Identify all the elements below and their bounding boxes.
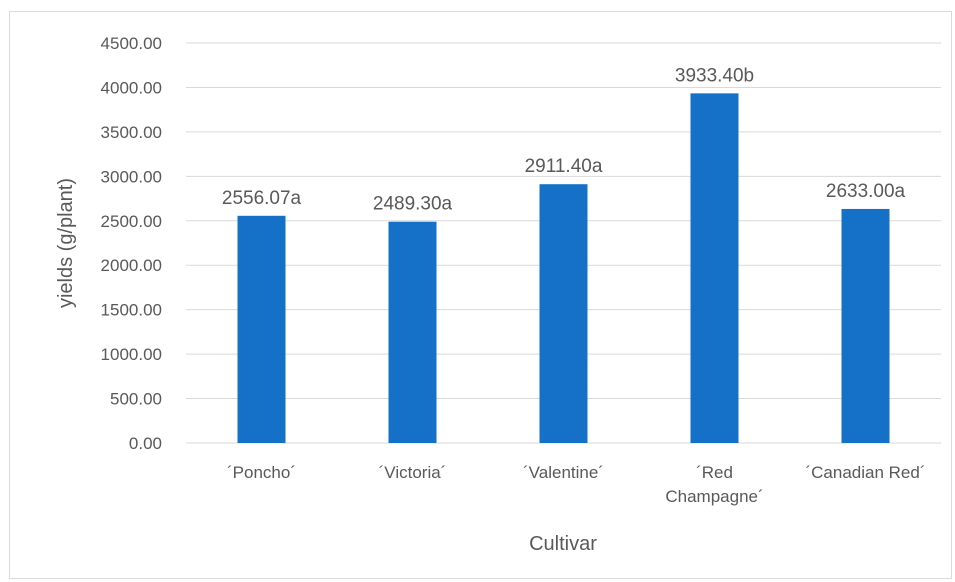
data-label: 3933.40b bbox=[675, 65, 754, 86]
x-tick-label: ´Red Champagne´ bbox=[665, 463, 763, 506]
data-label: 2489.30a bbox=[373, 194, 453, 215]
bar bbox=[388, 221, 437, 443]
y-tick-label: 2500.00 bbox=[101, 212, 162, 231]
bar bbox=[690, 93, 739, 443]
x-tick-label: ´Canadian Red´ bbox=[805, 463, 925, 482]
y-tick-label: 3000.00 bbox=[101, 167, 162, 186]
data-label: 2556.07a bbox=[222, 188, 302, 209]
bars bbox=[237, 93, 890, 443]
x-tick-label: ´Victoria´ bbox=[379, 463, 447, 482]
y-tick-label: 1500.00 bbox=[101, 301, 162, 320]
x-tick-label: ´Poncho´ bbox=[227, 463, 296, 482]
y-axis-ticks: 0.00 500.00 1000.00 1500.00 2000.00 2500.00 30… bbox=[101, 34, 162, 453]
y-tick-label: 1000.00 bbox=[101, 345, 162, 364]
bar bbox=[539, 184, 588, 443]
x-axis-title: Cultivar bbox=[529, 533, 597, 555]
y-tick-label: 4500.00 bbox=[101, 34, 162, 53]
y-tick-label: 2000.00 bbox=[101, 256, 162, 275]
y-tick-label: 3500.00 bbox=[101, 123, 162, 142]
chart-frame bbox=[9, 11, 952, 579]
data-labels: 2556.07a 2489.30a 2911.40a 3933.40b 2633.00a bbox=[222, 65, 906, 214]
data-label: 2633.00a bbox=[826, 181, 906, 202]
y-tick-label: 4000.00 bbox=[101, 78, 162, 97]
x-tick-label: ´Valentine´ bbox=[523, 463, 604, 482]
x-axis-ticks: ´Poncho´ ´Victoria´ ´Valentine´ ´Red Champag… bbox=[227, 463, 926, 506]
y-tick-label: 0.00 bbox=[129, 434, 162, 453]
y-axis-title: yields (g/plant) bbox=[55, 178, 77, 308]
data-label: 2911.40a bbox=[525, 156, 603, 177]
y-tick-label: 500.00 bbox=[110, 390, 162, 409]
gridlines bbox=[186, 42, 941, 444]
bar bbox=[841, 208, 890, 443]
bar bbox=[237, 215, 286, 443]
